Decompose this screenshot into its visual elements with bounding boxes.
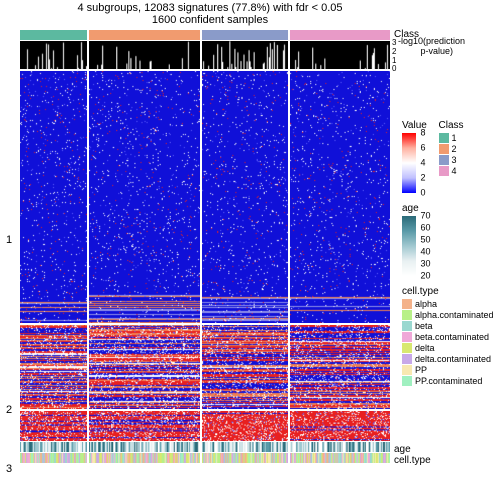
age-seg-2	[89, 442, 200, 452]
class-seg-4	[290, 30, 390, 40]
class-legend-item-1: 1	[439, 133, 464, 143]
heatmap-panel-r2-c3	[202, 325, 288, 409]
age-track-label: age	[394, 444, 411, 455]
pvalue-seg-2	[89, 41, 200, 69]
heatmap-body	[20, 71, 390, 441]
heatmap-panel-r3-c2	[89, 411, 200, 442]
pvalue-seg-3	[202, 41, 288, 69]
heatmap-panel-r3-c4	[290, 411, 390, 442]
title-area: 4 subgroups, 12083 signatures (77.8%) wi…	[20, 2, 400, 26]
swatch-icon	[402, 332, 412, 342]
class-legend: Class 1234	[439, 120, 464, 193]
heatmap-panel-r1-c3	[202, 71, 288, 323]
swatch-icon	[402, 343, 412, 353]
class-annotation-bar	[20, 30, 390, 40]
heatmap-row-group-2	[20, 325, 390, 409]
heatmap-panel-r1-c4	[290, 71, 390, 323]
swatch-icon	[402, 299, 412, 309]
age-gradient-ticks: 70 60 50 40 30 20	[421, 216, 435, 276]
celltype-annotation-track	[20, 453, 390, 463]
celltype-legend-item-PP: PP	[402, 365, 500, 375]
value-gradient-ticks: 8 6 4 2 0	[421, 133, 435, 193]
title-line-2: 1600 confident samples	[20, 14, 400, 26]
celltype-track-label: cell.type	[394, 455, 431, 466]
row-label-3: 3	[6, 463, 12, 475]
value-gradient	[402, 133, 416, 193]
celltype-seg-3	[202, 453, 288, 463]
celltype-seg-1	[20, 453, 87, 463]
celltype-legend-item-PP.contaminated: PP.contaminated	[402, 376, 500, 386]
pvalue-axis-label: -log10(prediction p-value)	[398, 37, 465, 57]
heatmap-panel-r2-c1	[20, 325, 87, 409]
swatch-icon	[439, 133, 449, 143]
swatch-icon	[402, 365, 412, 375]
class-seg-1	[20, 30, 87, 40]
celltype-legend-item-alpha: alpha	[402, 299, 500, 309]
heatmap-panel-r3-c3	[202, 411, 288, 442]
age-seg-4	[290, 442, 390, 452]
row-group-labels: 1 2 3	[6, 72, 18, 442]
celltype-legend-item-beta: beta	[402, 321, 500, 331]
age-gradient	[402, 216, 416, 276]
swatch-icon	[402, 310, 412, 320]
title-line-1: 4 subgroups, 12083 signatures (77.8%) wi…	[20, 2, 400, 14]
heatmap-panel-r1-c1	[20, 71, 87, 323]
class-seg-3	[202, 30, 288, 40]
swatch-icon	[439, 166, 449, 176]
celltype-seg-2	[89, 453, 200, 463]
swatch-icon	[402, 321, 412, 331]
age-annotation-track	[20, 442, 390, 452]
swatch-icon	[402, 354, 412, 364]
pvalue-axis-ticks: 3 2 1 0	[392, 40, 400, 68]
heatmap-panel-r2-c4	[290, 325, 390, 409]
heatmap-panel-r3-c1	[20, 411, 87, 442]
class-legend-item-4: 4	[439, 166, 464, 176]
celltype-seg-4	[290, 453, 390, 463]
celltype-legend-item-delta: delta	[402, 343, 500, 353]
heatmap-panel-r1-c2	[89, 71, 200, 323]
plot-area: Class age cell.type	[20, 30, 390, 482]
row-label-1: 1	[6, 234, 12, 246]
swatch-icon	[439, 155, 449, 165]
row-label-2: 2	[6, 404, 12, 416]
swatch-icon	[402, 376, 412, 386]
celltype-legend-item-beta.contaminated: beta.contaminated	[402, 332, 500, 342]
age-seg-1	[20, 442, 87, 452]
class-legend-item-2: 2	[439, 144, 464, 154]
swatch-icon	[439, 144, 449, 154]
pvalue-seg-4	[290, 41, 390, 69]
age-legend: age 70 60 50 40 30 20	[402, 203, 500, 276]
heatmap-row-group-1	[20, 71, 390, 323]
heatmap-row-group-3	[20, 411, 390, 442]
legend-area: Value 8 6 4 2 0 Class 1234 age 70 60	[402, 120, 500, 396]
heatmap-panel-r2-c2	[89, 325, 200, 409]
pvalue-seg-1	[20, 41, 87, 69]
figure-container: 4 subgroups, 12083 signatures (77.8%) wi…	[0, 0, 504, 504]
class-seg-2	[89, 30, 200, 40]
celltype-legend: cell.type alphaalpha.contaminatedbetabet…	[402, 286, 500, 386]
value-legend: Value 8 6 4 2 0	[402, 120, 435, 193]
celltype-legend-item-alpha.contaminated: alpha.contaminated	[402, 310, 500, 320]
age-seg-3	[202, 442, 288, 452]
class-legend-item-3: 3	[439, 155, 464, 165]
pvalue-barcode-track	[20, 41, 390, 69]
celltype-legend-item-delta.contaminated: delta.contaminated	[402, 354, 500, 364]
